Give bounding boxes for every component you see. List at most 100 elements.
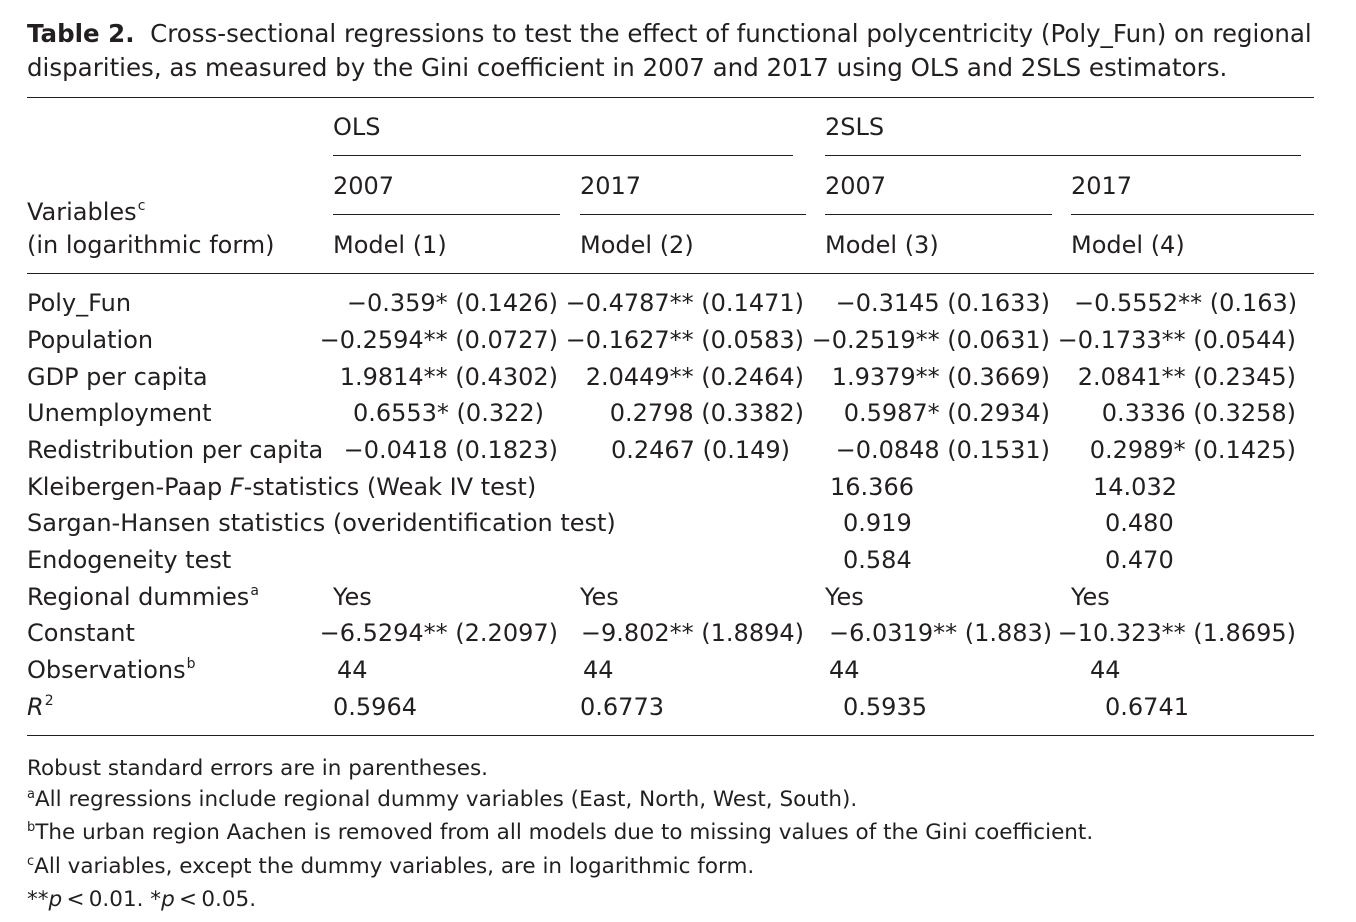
- note-b: bThe urban region Aachen is removed from…: [27, 818, 1093, 852]
- cell-population-3: −0.2519** (0.0631): [811, 326, 1050, 354]
- note-a-text: All regressions include regional dummy v…: [34, 786, 858, 812]
- cell-sargan-4: 0.480: [1105, 509, 1174, 537]
- cell-redistribution-4: 0.2989* (0.1425): [1089, 436, 1296, 464]
- row-label-kleibergen-paap: Kleibergen-Paap F-statistics (Weak IV te…: [27, 472, 536, 502]
- year-rule-2: [580, 214, 806, 216]
- cell-gdp-3: 1.9379** (0.3669): [831, 363, 1050, 391]
- cell-observations-1: 44: [337, 656, 368, 684]
- model-header-3: Model (3): [825, 231, 939, 259]
- cell-unemployment-3: 0.5987* (0.2934): [843, 399, 1050, 427]
- sig-stars-1: **: [27, 887, 49, 912]
- sig-text-1: < 0.01. *: [62, 887, 162, 912]
- cell-unemployment-4: 0.3336 (0.3258): [1101, 399, 1296, 427]
- note-significance: **p < 0.01. *p < 0.05.: [27, 885, 1093, 916]
- cell-constant-1: −6.5294** (2.2097): [319, 619, 558, 647]
- cell-unemployment-2: 0.2798 (0.3382): [609, 399, 804, 427]
- cell-unemployment-1: 0.6553* (0.322): [352, 399, 544, 427]
- year-rule-4: [1071, 214, 1314, 216]
- observations-label-sup: b: [186, 656, 196, 672]
- row-label-r-squared: R2: [27, 692, 54, 726]
- cell-redistribution-2: 0.2467 (0.149): [610, 436, 790, 464]
- cell-r2-2: 0.6773: [580, 693, 664, 721]
- cell-constant-4: −10.323** (1.8695): [1057, 619, 1296, 647]
- variables-header-text: Variables: [27, 198, 137, 226]
- cell-r2-1: 0.5964: [333, 693, 417, 721]
- cell-kp-3: 16.366: [830, 473, 914, 501]
- observations-label-text: Observations: [27, 656, 186, 684]
- top-rule: [27, 97, 1314, 99]
- note-b-text: The urban region Aachen is removed from …: [35, 820, 1094, 845]
- cell-dummies-4: Yes: [1071, 583, 1110, 611]
- year-header-3: 2007: [825, 172, 887, 200]
- cell-poly-fun-3: −0.3145 (0.1633): [835, 289, 1050, 317]
- row-label-observations: Observationsb: [27, 655, 196, 689]
- cell-dummies-2: Yes: [580, 583, 619, 611]
- group-header-ols: OLS: [333, 113, 381, 141]
- note-robust: Robust standard errors are in parenthese…: [27, 756, 488, 781]
- year-rule-1: [333, 214, 560, 216]
- cell-observations-3: 44: [829, 656, 860, 684]
- row-label-unemployment: Unemployment: [27, 399, 212, 427]
- year-header-1: 2007: [333, 172, 395, 200]
- kp-label-italic: F: [229, 473, 244, 501]
- cell-poly-fun-4: −0.5552** (0.163): [1074, 289, 1298, 317]
- year-rule-3: [825, 214, 1052, 216]
- sig-p-2: p: [161, 887, 175, 912]
- row-label-regional-dummies: Regional dummiesa: [27, 582, 259, 616]
- row-label-poly-fun: Poly_Fun: [27, 289, 132, 317]
- sig-p-1: p: [48, 887, 63, 912]
- cell-endog-3: 0.584: [843, 546, 912, 574]
- cell-gdp-4: 2.0841** (0.2345): [1077, 363, 1296, 391]
- table-label: Table 2.: [27, 19, 135, 48]
- table-caption: Table 2. Cross-sectional regressions to …: [27, 17, 1317, 85]
- year-header-4: 2017: [1071, 172, 1133, 200]
- model-header-2: Model (2): [580, 231, 694, 259]
- cell-dummies-1: Yes: [333, 583, 372, 611]
- cell-population-1: −0.2594** (0.0727): [319, 326, 558, 354]
- model-header-4: Model (4): [1071, 231, 1185, 259]
- dummies-label-sup: a: [250, 583, 259, 599]
- cell-population-4: −0.1733** (0.0544): [1057, 326, 1296, 354]
- note-a: aAll regressions include regional dummy …: [27, 785, 1093, 819]
- note-c-sup: c: [27, 853, 35, 869]
- note-c-text: All variables, except the dummy variable…: [34, 853, 755, 879]
- variables-header-sup: c: [137, 198, 146, 214]
- variables-subheader: (in logarithmic form): [27, 231, 275, 259]
- variables-header: Variablesc: [27, 197, 145, 231]
- cell-sargan-3: 0.919: [843, 509, 912, 537]
- row-label-gdp: GDP per capita: [27, 363, 208, 391]
- r2-label-text: R: [27, 693, 44, 721]
- kp-label-pre: Kleibergen-Paap: [27, 473, 230, 501]
- year-header-2: 2017: [580, 172, 642, 200]
- cell-r2-3: 0.5935: [843, 693, 927, 721]
- note-a-sup: a: [27, 786, 35, 802]
- cell-kp-4: 14.032: [1093, 473, 1177, 501]
- cell-gdp-2: 2.0449** (0.2464): [585, 363, 804, 391]
- cell-redistribution-3: −0.0848 (0.1531): [835, 436, 1050, 464]
- dummies-label-text: Regional dummies: [27, 583, 250, 611]
- row-label-endogeneity: Endogeneity test: [27, 546, 232, 574]
- note-b-sup: b: [27, 820, 36, 835]
- caption-text: Cross-sectional regressions to test the …: [27, 19, 1312, 82]
- group-header-2sls: 2SLS: [825, 113, 885, 141]
- cell-gdp-1: 1.9814** (0.4302): [339, 363, 558, 391]
- cell-dummies-3: Yes: [825, 583, 864, 611]
- row-label-sargan-hansen: Sargan-Hansen statistics (overidentifica…: [27, 509, 616, 537]
- bottom-rule: [27, 735, 1314, 737]
- row-label-redistribution: Redistribution per capita: [27, 436, 324, 464]
- cell-endog-4: 0.470: [1105, 546, 1174, 574]
- cell-observations-2: 44: [583, 656, 614, 684]
- cell-constant-2: −9.802** (1.8894): [580, 619, 804, 647]
- cell-poly-fun-2: −0.4787** (0.1471): [565, 289, 804, 317]
- header-bottom-rule: [27, 273, 1314, 275]
- cell-constant-3: −6.0319** (1.883): [829, 619, 1053, 647]
- ols-group-rule: [333, 155, 793, 157]
- cell-redistribution-1: −0.0418 (0.1823): [343, 436, 558, 464]
- r2-label-sup: 2: [44, 693, 54, 709]
- sig-text-2: < 0.05.: [174, 887, 257, 912]
- model-header-1: Model (1): [333, 231, 447, 259]
- cell-population-2: −0.1627** (0.0583): [565, 326, 804, 354]
- kp-label-post: -statistics (Weak IV test): [243, 473, 537, 501]
- 2sls-group-rule: [825, 155, 1301, 157]
- table-notes: Robust standard errors are in parenthese…: [27, 754, 1093, 916]
